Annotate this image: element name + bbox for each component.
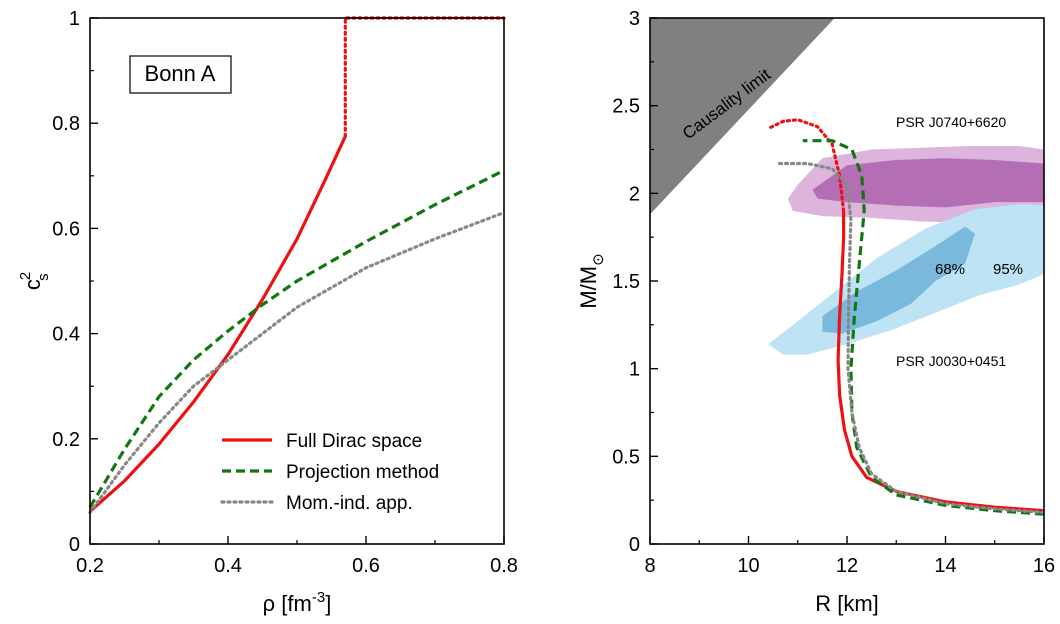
- left-x-tick-label: 0.4: [214, 555, 242, 577]
- panel-label: Bonn A: [145, 61, 216, 86]
- left-ticks: 0.2 0.4 0.6 0.800.20.40.60.81: [52, 8, 518, 577]
- mr-curve-mom-ind: [776, 161, 1044, 514]
- right-x-axis-label: R [km]: [815, 591, 879, 616]
- psr-j0030-contour-68: [822, 226, 975, 334]
- legend-entry-mom-ind: Mom.-ind. app.: [286, 493, 413, 514]
- series-line-full-dirac: [88, 135, 347, 513]
- contour-label-95: 95%: [993, 261, 1023, 278]
- svg-text:c2s: c2s: [17, 272, 52, 290]
- right-y-tick-label: 0: [629, 534, 640, 556]
- left-panel: 0.2 0.4 0.6 0.800.20.40.60.81 Bonn A Full D…: [17, 8, 518, 616]
- right-x-tick-label: 12: [836, 555, 858, 577]
- right-y-tick-label: 1.5: [612, 271, 640, 293]
- left-x-tick-label: 0.2: [76, 555, 104, 577]
- right-y-axis-label: M/M⊙: [576, 253, 607, 308]
- left-x-axis-label: ρ [fm-3]: [263, 589, 332, 616]
- right-x-tick-label: 8: [644, 555, 655, 577]
- mr-curve-full-dirac: [836, 210, 1044, 513]
- right-regions-layer: [650, 18, 1044, 355]
- right-y-tick-label: 2: [629, 183, 640, 205]
- right-y-tick-label: 0.5: [612, 446, 640, 468]
- mr-curve-projection: [802, 139, 1044, 516]
- left-x-tick-label: 0.6: [352, 555, 380, 577]
- psr-j0030-label: PSR J0030+0451: [896, 353, 1006, 369]
- contour-label-68: 68%: [935, 261, 965, 278]
- right-x-tick-label: 16: [1033, 555, 1055, 577]
- right-y-tick-label: 3: [629, 8, 640, 30]
- left-y-tick-label: 0.6: [52, 218, 80, 240]
- psr-j0740-label: PSR J0740+6620: [896, 114, 1006, 130]
- left-y-tick-label: 0.4: [52, 324, 80, 346]
- legend: Full Dirac space Projection method Mom.-…: [220, 431, 439, 514]
- series-line-mom-ind: [88, 211, 506, 514]
- legend-entry-full-dirac: Full Dirac space: [286, 431, 422, 452]
- right-y-tick-label: 1: [629, 359, 640, 381]
- left-x-tick-label: 0.8: [490, 555, 518, 577]
- right-x-tick-label: 14: [934, 555, 956, 577]
- left-y-tick-label: 0: [69, 534, 80, 556]
- series-line-projection: [88, 169, 505, 509]
- left-y-tick-label: 0.2: [52, 429, 80, 451]
- left-y-tick-label: 0.8: [52, 113, 80, 135]
- right-ticks: 8 10 12 14 16 0 0.5 1 1.5 2 2.5 3: [612, 8, 1055, 577]
- psr-j0740-contour-68: [812, 158, 1044, 208]
- legend-entry-projection: Projection method: [286, 462, 439, 483]
- panel-label-box: [129, 55, 232, 94]
- series-line-full-dirac-causal-limit: [343, 16, 506, 138]
- svg-text:M/M⊙: M/M⊙: [576, 253, 607, 308]
- left-y-axis-label: c2s: [17, 272, 52, 290]
- right-y-tick-label: 2.5: [612, 96, 640, 118]
- right-series-layer: [766, 118, 1044, 516]
- left-y-tick-label: 1: [69, 8, 80, 30]
- causality-limit-region: [650, 18, 835, 215]
- right-x-tick-label: 10: [737, 555, 759, 577]
